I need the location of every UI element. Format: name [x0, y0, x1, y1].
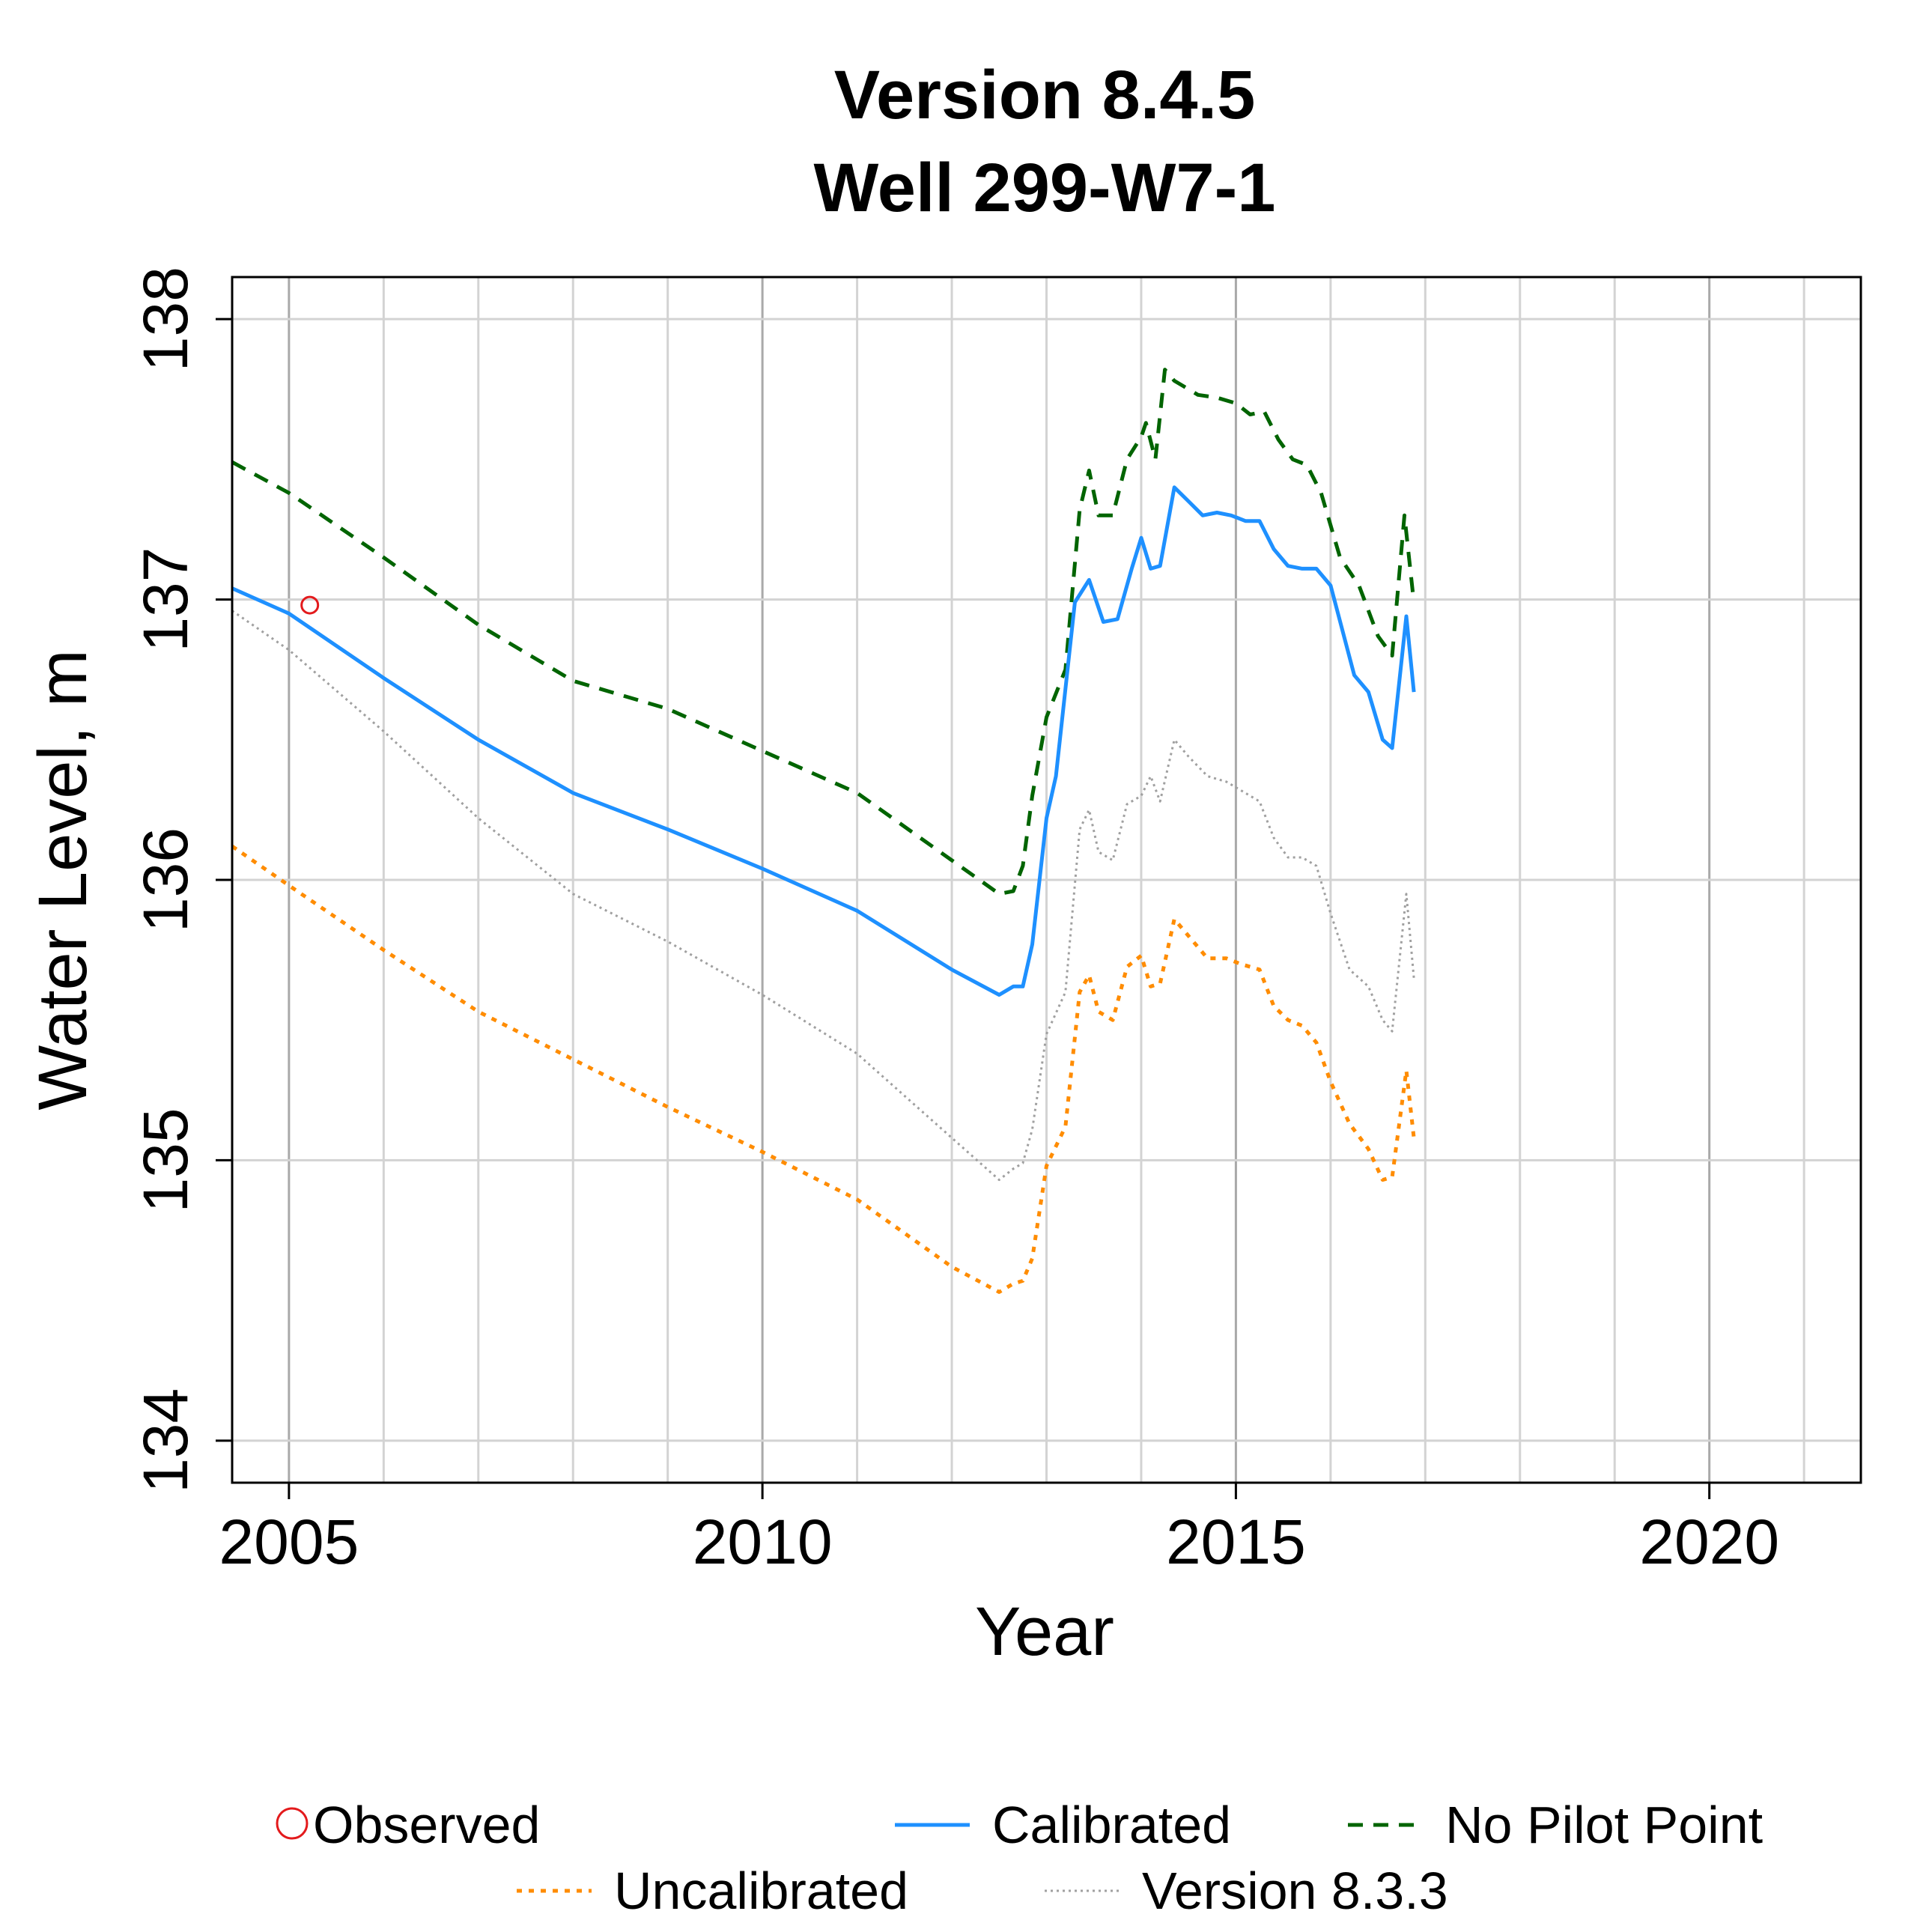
- y-tick-label: 136: [130, 827, 201, 932]
- legend-label-calibrated: Calibrated: [992, 1796, 1231, 1854]
- legend-label-observed: Observed: [313, 1796, 540, 1854]
- series-lines: [231, 368, 1416, 1294]
- observed-points: [300, 595, 320, 615]
- legend: Observed Calibrated No Pilot Point Uncalibr…: [276, 1796, 1763, 1920]
- series-line-uncalibrated: [231, 845, 1416, 1294]
- y-tick-label: 134: [130, 1388, 201, 1493]
- y-tick-label: 138: [130, 267, 201, 371]
- y-axis-title: Water Level, m: [25, 649, 101, 1110]
- series-line-no-pilot-point: [231, 368, 1416, 896]
- chart-subtitle: Well 299-W7-1: [814, 150, 1276, 226]
- x-tick-label: 2005: [219, 1507, 359, 1577]
- x-tick-label: 2020: [1639, 1507, 1779, 1577]
- grid: [232, 277, 1861, 1483]
- observed-point: [300, 595, 320, 615]
- legend-label-version-833: Version 8.3.3: [1142, 1862, 1448, 1920]
- legend-symbol-observed: [276, 1807, 309, 1840]
- chart-title: Version 8.4.5: [834, 57, 1256, 133]
- x-axis-title: Year: [975, 1594, 1114, 1670]
- legend-label-no-pilot-point: No Pilot Point: [1445, 1796, 1763, 1854]
- y-tick-label: 137: [130, 547, 201, 652]
- series-line-version-833: [231, 610, 1415, 1182]
- x-tick-label: 2010: [693, 1507, 833, 1577]
- x-tick-label: 2015: [1166, 1507, 1306, 1577]
- y-axis: 134 135 136 137 138: [130, 267, 232, 1493]
- series-line-calibrated: [231, 485, 1416, 997]
- legend-label-uncalibrated: Uncalibrated: [614, 1862, 908, 1920]
- x-axis: 2005 2010 2015 2020: [219, 1483, 1779, 1577]
- y-tick-label: 135: [130, 1108, 201, 1212]
